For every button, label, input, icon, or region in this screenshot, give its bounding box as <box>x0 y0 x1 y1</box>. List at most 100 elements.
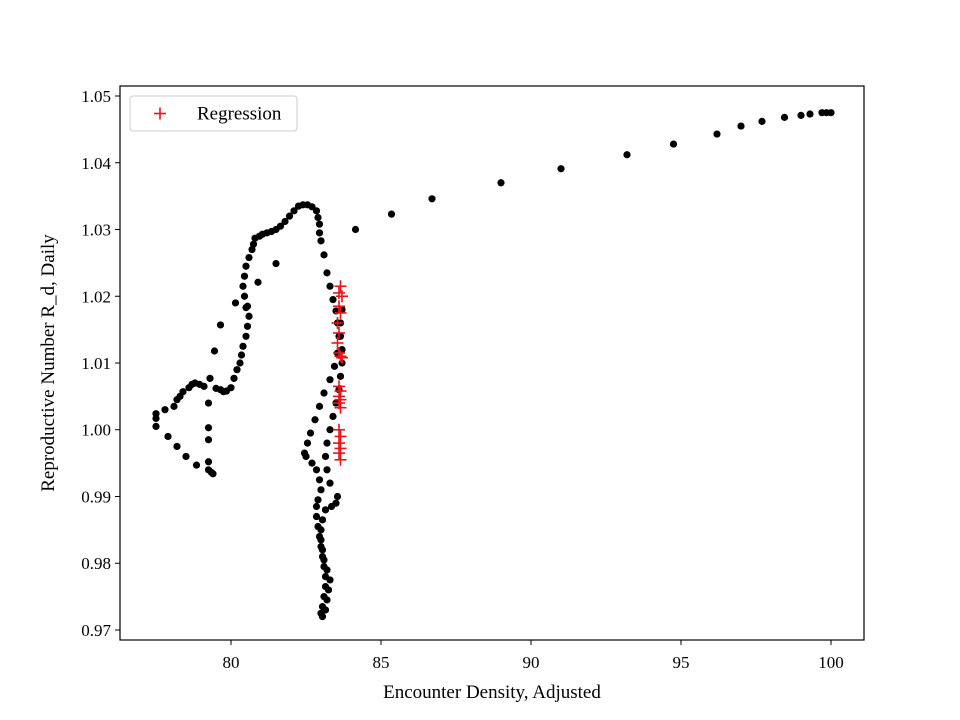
y-tick-label: 1.02 <box>81 287 111 306</box>
data-point <box>249 240 258 248</box>
regression-point <box>333 300 345 313</box>
data-point <box>320 556 328 564</box>
data-point <box>210 347 219 355</box>
data-point <box>317 486 325 494</box>
data-point <box>318 613 327 621</box>
data-point <box>321 606 330 614</box>
data-point <box>204 399 213 407</box>
data-point <box>173 442 181 451</box>
data-point <box>318 516 327 524</box>
data-point <box>318 546 327 554</box>
data-point <box>311 416 319 424</box>
data-point <box>332 499 340 507</box>
data-point <box>254 278 262 286</box>
data-point <box>231 299 240 307</box>
data-point <box>192 461 201 469</box>
data-point <box>797 111 805 119</box>
data-point <box>242 332 250 340</box>
data-point <box>323 269 331 277</box>
data-point <box>230 374 238 382</box>
data-point <box>323 596 331 604</box>
data-point <box>245 312 253 320</box>
data-point <box>713 130 721 138</box>
data-point <box>497 179 505 187</box>
data-point <box>161 406 169 414</box>
data-point <box>387 210 396 218</box>
data-point <box>326 282 334 290</box>
y-tick-label: 1.05 <box>81 87 111 106</box>
y-axis-label: Reproductive Number R_d, Daily <box>38 234 59 492</box>
data-point <box>239 282 247 290</box>
data-point <box>204 436 213 444</box>
data-point <box>320 389 328 397</box>
y-tick-label: 0.99 <box>81 487 111 506</box>
data-point <box>285 212 294 220</box>
regression-point <box>333 447 345 460</box>
legend-box <box>129 95 298 132</box>
regression-point <box>334 401 347 414</box>
regression-point <box>334 453 347 466</box>
data-point <box>276 222 285 230</box>
data-point <box>323 566 331 574</box>
data-point <box>330 362 339 370</box>
data-point <box>179 388 187 396</box>
data-point <box>320 251 328 259</box>
data-point <box>312 207 321 215</box>
data-point <box>200 382 208 390</box>
data-point <box>806 110 814 118</box>
data-point <box>336 372 345 380</box>
data-point <box>312 502 321 511</box>
data-point <box>827 109 835 117</box>
legend-marker-regression <box>154 107 166 120</box>
data-point <box>204 424 213 432</box>
data-point <box>323 439 331 447</box>
data-point <box>243 302 252 310</box>
data-point <box>557 165 565 173</box>
data-point <box>170 402 178 410</box>
data-point <box>236 359 244 367</box>
data-point <box>780 113 789 121</box>
y-tick-label: 0.98 <box>81 554 111 573</box>
data-point <box>182 452 190 461</box>
data-point <box>428 195 436 203</box>
x-tick-label: 95 <box>673 653 690 672</box>
data-point <box>281 217 289 226</box>
y-tick-label: 0.97 <box>81 621 111 640</box>
y-tick-label: 1.03 <box>81 221 111 240</box>
x-axis-label: Encounter Density, Adjusted <box>383 682 601 703</box>
data-point <box>324 586 333 594</box>
data-point <box>152 410 160 418</box>
data-point <box>315 476 324 484</box>
data-point <box>303 439 312 447</box>
data-point <box>308 459 316 467</box>
data-point <box>290 207 298 215</box>
regression-point <box>334 430 347 443</box>
data-point <box>315 402 324 410</box>
regression-point <box>334 280 347 293</box>
data-point <box>152 422 160 431</box>
x-tick-label: 100 <box>818 653 844 672</box>
regression-point <box>331 316 344 329</box>
series-regression <box>331 280 348 466</box>
data-point <box>306 429 315 437</box>
data-point <box>333 492 342 501</box>
x-tick-label: 90 <box>523 653 540 672</box>
x-tick-label: 80 <box>223 653 240 672</box>
axes: 80 85 90 95 100 0.97 0.98 0.99 1.00 1.01 1.02 1.03 1… <box>81 85 865 672</box>
series-observed <box>152 109 835 621</box>
data-point <box>315 220 324 228</box>
data-point <box>351 225 360 234</box>
data-point <box>227 384 235 392</box>
data-point <box>239 342 247 350</box>
data-point <box>323 466 331 474</box>
data-point <box>623 151 631 159</box>
data-point <box>326 376 334 384</box>
regression-point <box>331 336 344 349</box>
regression-point <box>334 350 347 363</box>
data-point <box>240 272 249 280</box>
data-point <box>321 506 330 514</box>
data-points <box>152 109 835 621</box>
data-point <box>314 213 322 222</box>
regression-point <box>334 306 347 319</box>
data-point <box>209 470 217 478</box>
